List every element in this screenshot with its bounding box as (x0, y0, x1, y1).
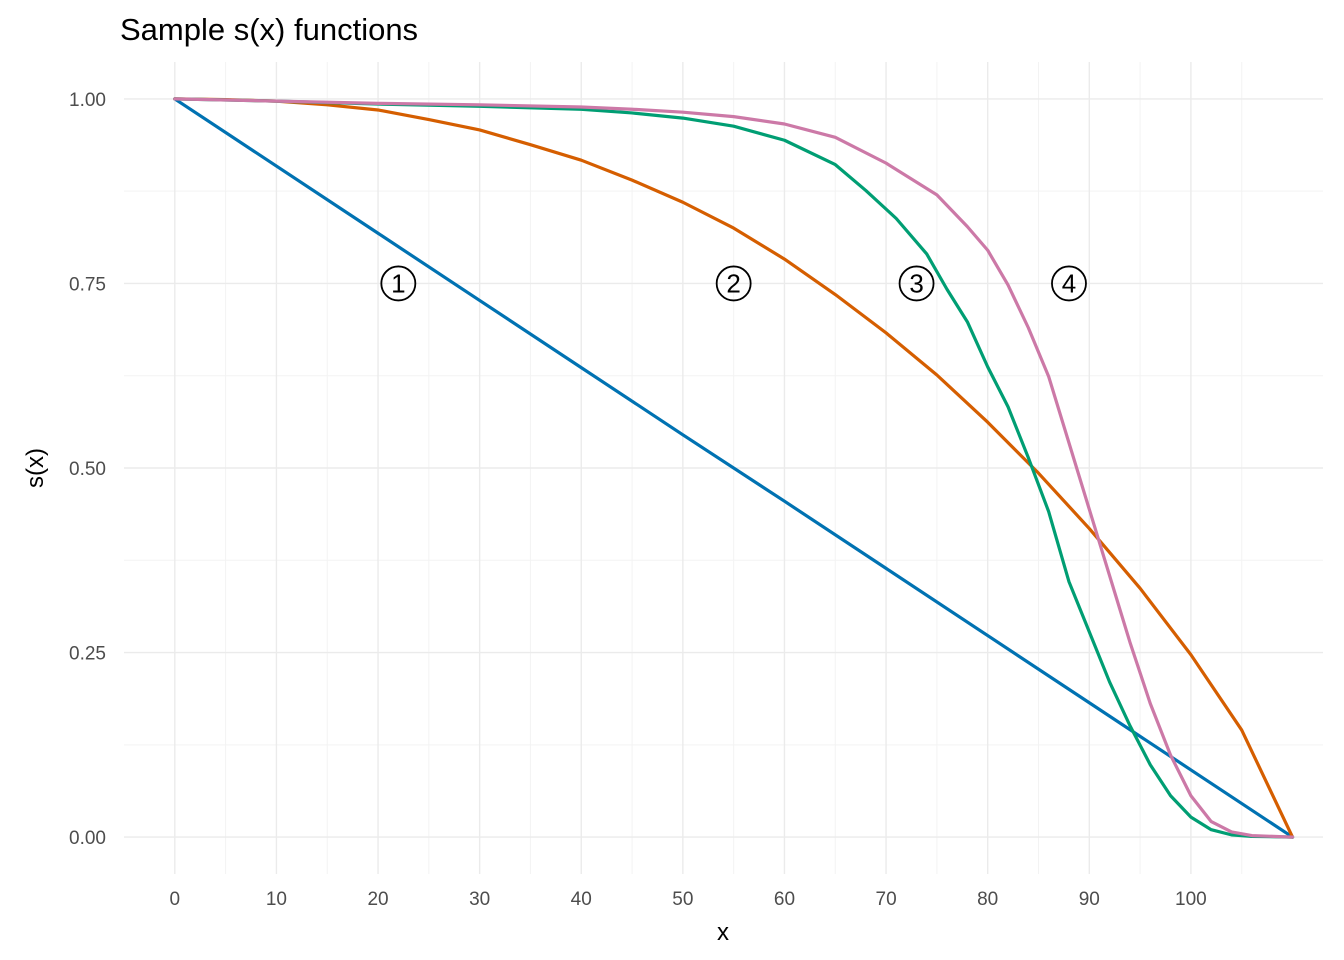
annotation-circle (380, 265, 417, 302)
x-tick-label: 20 (367, 889, 388, 910)
y-tick-label: 0.75 (69, 274, 106, 295)
annotation-label: 3 (909, 268, 923, 298)
series-line-1 (173, 97, 1295, 839)
chart-title: Sample s(x) functions (120, 12, 418, 47)
x-tick-label: 40 (571, 889, 592, 910)
annotation-label: 4 (1062, 268, 1076, 298)
x-tick-label: 90 (1079, 889, 1100, 910)
y-tick-label: 0.50 (69, 459, 106, 480)
y-tick-label: 1.00 (69, 90, 106, 111)
annotations: 1 2 3 4 (380, 265, 1087, 302)
x-tick-label: 80 (977, 889, 998, 910)
annotation-marker-4: 4 (1051, 265, 1087, 302)
y-axis-title: s(x) (22, 448, 49, 488)
annotation-label: 1 (391, 268, 405, 298)
x-tick-label: 70 (876, 889, 897, 910)
annotation-marker-3: 3 (898, 265, 935, 302)
y-axis-ticks: 0.00 0.25 0.50 0.75 1.00 (69, 90, 106, 849)
x-tick-label: 100 (1175, 889, 1207, 910)
annotation-circle (898, 265, 935, 302)
series-line-3 (173, 97, 1295, 839)
annotation-marker-1: 1 (380, 265, 417, 302)
x-axis-title: x (717, 919, 729, 946)
series-line-2 (173, 97, 1295, 839)
annotation-circle (1051, 265, 1087, 302)
y-tick-label: 0.00 (69, 828, 106, 849)
annotation-circle (715, 265, 752, 302)
annotation-marker-2: 2 (715, 265, 752, 302)
y-tick-label: 0.25 (69, 644, 106, 665)
x-tick-label: 0 (170, 889, 181, 910)
series-lines (173, 97, 1295, 839)
x-tick-label: 50 (672, 889, 693, 910)
x-tick-label: 30 (469, 889, 490, 910)
series-line-4 (173, 97, 1295, 839)
x-axis-ticks: 0 10 20 30 40 50 60 70 80 90 100 (170, 889, 1207, 910)
grid (124, 62, 1323, 874)
x-tick-label: 10 (266, 889, 287, 910)
x-tick-label: 60 (774, 889, 795, 910)
annotation-label: 2 (726, 268, 740, 298)
